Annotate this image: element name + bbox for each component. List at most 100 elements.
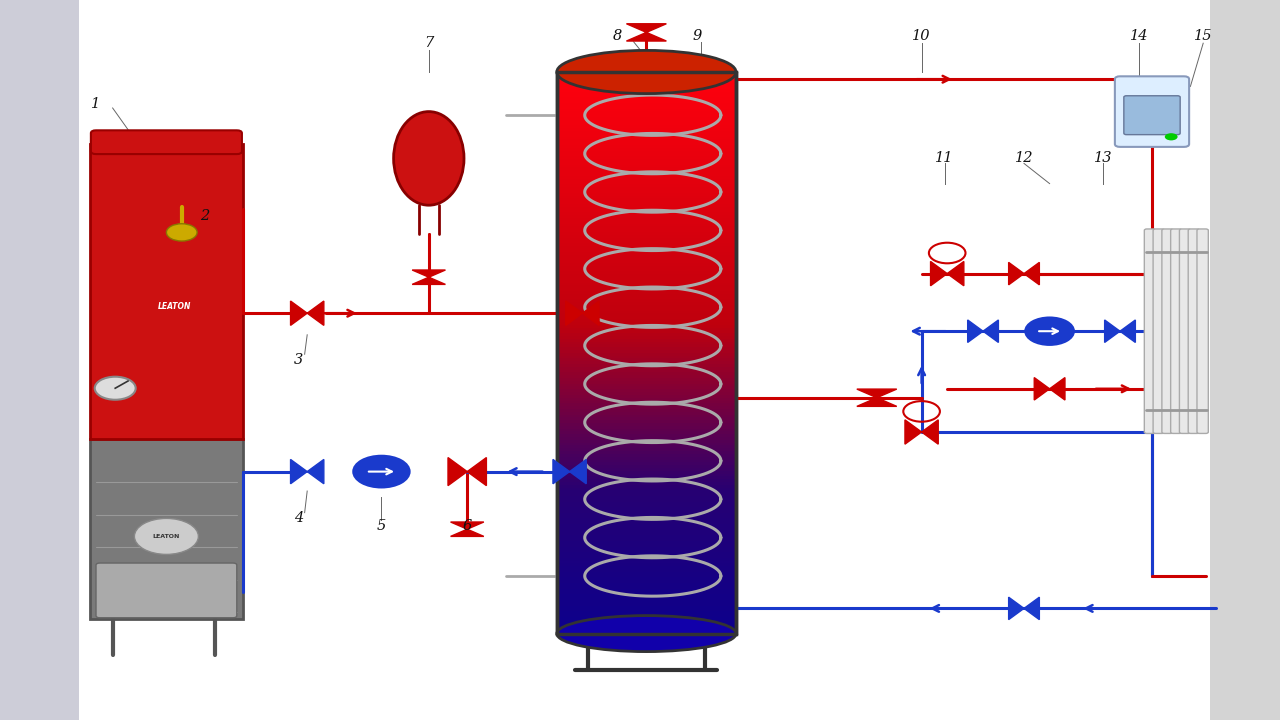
- Bar: [557, 181, 736, 184]
- Bar: [557, 346, 736, 350]
- Bar: [557, 198, 736, 201]
- Bar: [557, 290, 736, 294]
- Bar: [557, 422, 736, 426]
- Bar: [557, 462, 736, 465]
- Bar: [557, 627, 736, 631]
- Bar: [557, 318, 736, 322]
- Bar: [557, 374, 736, 378]
- Bar: [557, 167, 736, 171]
- Bar: [557, 80, 736, 84]
- Bar: [557, 453, 736, 456]
- Bar: [557, 397, 736, 400]
- Bar: [557, 215, 736, 218]
- Bar: [557, 312, 736, 316]
- Bar: [557, 243, 736, 246]
- Bar: [557, 602, 736, 606]
- Bar: [557, 501, 736, 505]
- Polygon shape: [412, 270, 445, 284]
- Bar: [557, 543, 736, 546]
- Polygon shape: [291, 301, 324, 325]
- Polygon shape: [451, 522, 484, 536]
- Text: 2: 2: [200, 209, 210, 223]
- Polygon shape: [448, 458, 486, 486]
- Bar: [557, 395, 736, 397]
- Polygon shape: [931, 261, 964, 286]
- Bar: [557, 392, 736, 395]
- Bar: [557, 613, 736, 617]
- Bar: [557, 504, 736, 507]
- FancyBboxPatch shape: [1171, 229, 1181, 433]
- Bar: [557, 172, 736, 176]
- Bar: [557, 293, 736, 297]
- Bar: [557, 526, 736, 530]
- Bar: [557, 349, 736, 353]
- Bar: [557, 206, 736, 210]
- Bar: [557, 287, 736, 291]
- Bar: [557, 127, 736, 131]
- Bar: [557, 237, 736, 240]
- Bar: [557, 402, 736, 406]
- Bar: [557, 88, 736, 91]
- Bar: [557, 125, 736, 128]
- Bar: [557, 305, 736, 308]
- Bar: [557, 355, 736, 359]
- Bar: [557, 515, 736, 518]
- Bar: [557, 565, 736, 569]
- Bar: [557, 405, 736, 409]
- Text: 4: 4: [293, 511, 303, 526]
- Bar: [557, 299, 736, 302]
- Text: LEATON: LEATON: [157, 302, 191, 310]
- Text: 12: 12: [1015, 151, 1033, 166]
- Bar: [557, 271, 736, 274]
- Bar: [557, 195, 736, 198]
- Bar: [557, 532, 736, 536]
- Bar: [557, 336, 736, 338]
- Circle shape: [134, 518, 198, 554]
- Bar: [1210, 0, 1280, 720]
- FancyBboxPatch shape: [1188, 229, 1199, 433]
- FancyBboxPatch shape: [96, 563, 237, 618]
- Bar: [557, 467, 736, 471]
- Bar: [557, 99, 736, 103]
- Bar: [557, 380, 736, 384]
- Bar: [557, 220, 736, 224]
- Bar: [557, 352, 736, 356]
- Bar: [557, 136, 736, 140]
- Bar: [557, 74, 736, 78]
- Bar: [557, 445, 736, 449]
- Bar: [557, 259, 736, 263]
- Bar: [557, 546, 736, 549]
- Bar: [557, 554, 736, 558]
- Bar: [557, 529, 736, 533]
- Bar: [557, 582, 736, 586]
- Circle shape: [95, 377, 136, 400]
- Bar: [557, 71, 736, 75]
- Bar: [557, 411, 736, 415]
- Bar: [557, 389, 736, 392]
- Bar: [557, 372, 736, 375]
- Text: 9: 9: [692, 29, 703, 43]
- Bar: [557, 439, 736, 443]
- Bar: [557, 324, 736, 328]
- Text: 8: 8: [612, 29, 622, 43]
- Bar: [557, 431, 736, 434]
- Bar: [557, 425, 736, 428]
- Bar: [557, 228, 736, 232]
- Polygon shape: [1009, 597, 1039, 620]
- Bar: [557, 83, 736, 86]
- Bar: [557, 611, 736, 614]
- Polygon shape: [553, 459, 586, 484]
- Bar: [557, 408, 736, 412]
- Text: 14: 14: [1130, 29, 1148, 43]
- Bar: [557, 212, 736, 215]
- Bar: [557, 492, 736, 496]
- Bar: [557, 580, 736, 583]
- Circle shape: [1165, 133, 1178, 140]
- Polygon shape: [905, 420, 938, 444]
- Bar: [557, 540, 736, 544]
- Polygon shape: [856, 389, 897, 406]
- Bar: [557, 599, 736, 603]
- Bar: [557, 333, 736, 336]
- Bar: [557, 114, 736, 117]
- Bar: [557, 568, 736, 572]
